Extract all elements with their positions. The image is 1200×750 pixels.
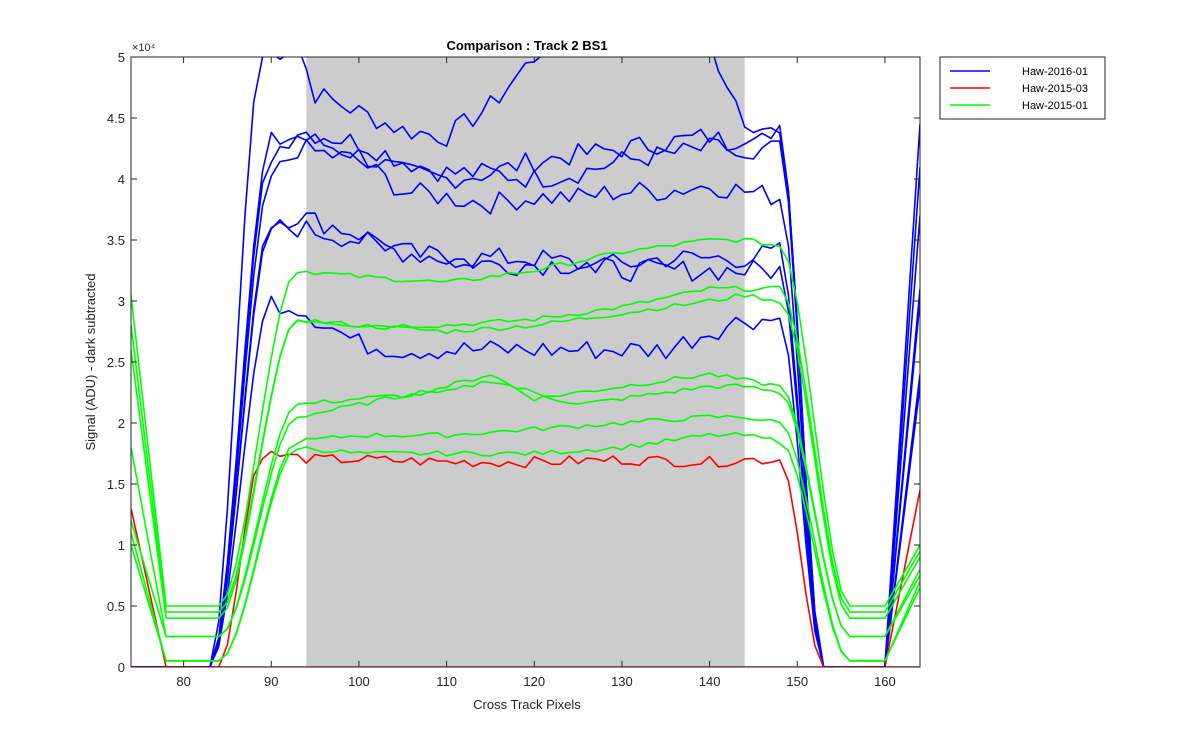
series-line [131,380,920,638]
x-tick-label: 80 [176,674,190,689]
y-exponent-label: ×10⁴ [132,42,156,54]
series-line [131,450,920,667]
y-tick-label: 2.5 [107,355,125,370]
y-tick-label: 5 [118,50,125,65]
x-tick-label: 160 [874,674,896,689]
y-tick-label: 3 [118,294,125,309]
x-tick-label: 110 [436,674,457,689]
x-tick-label: 130 [611,674,633,689]
series-line [131,237,920,607]
series-layer [131,57,920,667]
series-line [131,293,920,620]
y-tick-label: 1 [118,538,125,553]
y-tick-label: 3.5 [107,233,125,248]
series-line [131,414,920,662]
x-tick-label: 150 [786,674,808,689]
y-axis-title: Signal (ADU) - dark subtracted [83,273,98,450]
series-line [131,372,920,638]
x-tick-label: 90 [264,674,278,689]
chart-title: Comparison : Track 2 BS1 [446,38,607,53]
series-line [131,219,920,667]
x-tick-label: 140 [699,674,721,689]
ticks-layer: 80 90 100 110 120 130 140 150 160 0 0.5 1 1.5 2 2.5 3 3.… [107,50,920,689]
x-tick-label: 120 [523,674,545,689]
shaded-region [306,57,745,667]
series-line [131,124,920,667]
shaded-region-layer [306,57,745,667]
y-tick-label: 4.5 [107,111,125,126]
x-tick-label: 100 [348,674,370,689]
series-line [131,295,920,667]
series-line [131,212,920,667]
y-tick-label: 1.5 [107,477,125,492]
series-line [131,139,920,667]
legend-entry-label: Haw-2016-01 [1022,66,1088,78]
x-axis-title: Cross Track Pixels [473,697,581,712]
y-tick-label: 2 [118,416,125,431]
y-tick-label: 0.5 [107,599,125,614]
y-tick-label: 4 [118,172,125,187]
legend-entry-label: Haw-2015-01 [1022,100,1088,112]
legend: Haw-2016-01 Haw-2015-03 Haw-2015-01 [939,56,1106,120]
series-line [131,431,920,662]
y-tick-label: 0 [118,660,125,675]
legend-entry-label: Haw-2015-03 [1022,83,1088,95]
